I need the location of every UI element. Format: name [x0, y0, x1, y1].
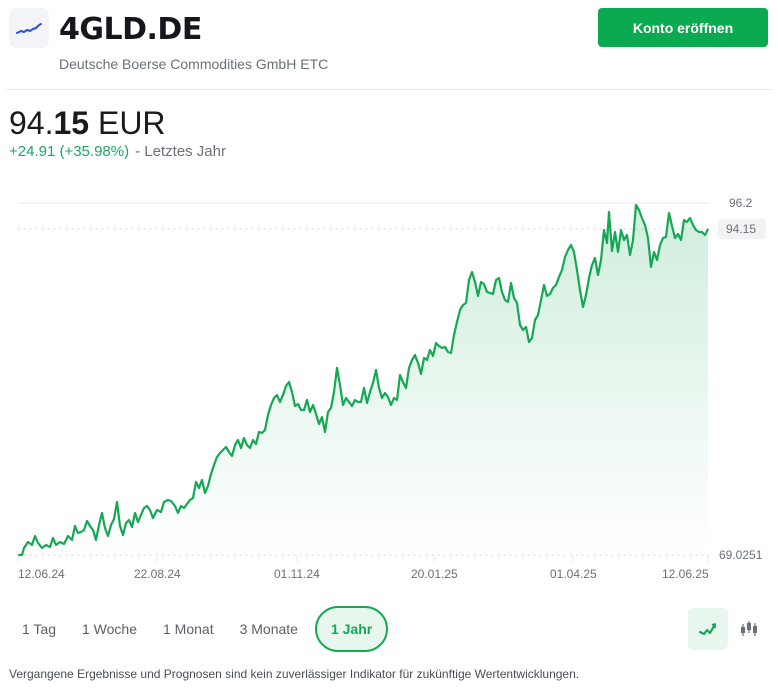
- current-price-tag: [718, 219, 766, 239]
- range-1-monat[interactable]: 1 Monat: [150, 606, 227, 652]
- price-change: +24.91 (+35.98%): [9, 143, 130, 160]
- line-chart-button[interactable]: [688, 608, 728, 650]
- range-1-woche[interactable]: 1 Woche: [69, 606, 150, 652]
- price-line: [18, 203, 709, 557]
- x-label-2: 01.11.24: [274, 567, 320, 581]
- header-divider: [6, 89, 772, 90]
- price-area: [18, 205, 708, 555]
- current-price-label: 94.15: [726, 222, 756, 236]
- price-decimal: 15: [53, 105, 90, 141]
- x-label-0: 12.06.24: [18, 567, 65, 581]
- y-min-label: 69.0251: [719, 548, 763, 562]
- line-chart-icon: [699, 623, 716, 636]
- current-price: 94.15 EUR: [9, 104, 166, 142]
- price-chart[interactable]: 96.2 94.15 69.0251 12.06.24 22.08.24 01.…: [0, 185, 778, 585]
- range-3-monate[interactable]: 3 Monate: [227, 606, 311, 652]
- price-integer: 94.: [9, 105, 54, 141]
- issuer-name: Deutsche Boerse Commodities GmbH ETC: [59, 56, 329, 72]
- ticker-title: 4GLD.DE: [59, 12, 202, 47]
- x-label-3: 20.01.25: [411, 567, 458, 581]
- logo: [9, 8, 49, 48]
- range-1-tag[interactable]: 1 Tag: [9, 606, 69, 652]
- x-label-4: 01.04.25: [550, 567, 597, 581]
- change-period: - Letztes Jahr: [135, 143, 226, 160]
- candlestick-icon: [741, 621, 757, 636]
- x-label-1: 22.08.24: [134, 567, 181, 581]
- disclaimer-text: Vergangene Ergebnisse und Prognosen sind…: [9, 667, 580, 681]
- candlestick-chart-button[interactable]: [729, 608, 769, 650]
- x-label-5: 12.06.25: [662, 567, 709, 581]
- trend-line-icon: [16, 23, 42, 34]
- y-max-label: 96.2: [729, 196, 753, 210]
- range-1-jahr[interactable]: 1 Jahr: [314, 606, 389, 652]
- change-row: +24.91 (+35.98%) - Letztes Jahr: [9, 143, 226, 160]
- price-currency: EUR: [97, 105, 166, 141]
- open-account-button[interactable]: Konto eröffnen: [598, 8, 768, 47]
- time-range-selector: 1 Tag 1 Woche 1 Monat 3 Monate 1 Jahr: [9, 605, 389, 653]
- x-axis: 12.06.24 22.08.24 01.11.24 20.01.25 01.0…: [17, 555, 709, 581]
